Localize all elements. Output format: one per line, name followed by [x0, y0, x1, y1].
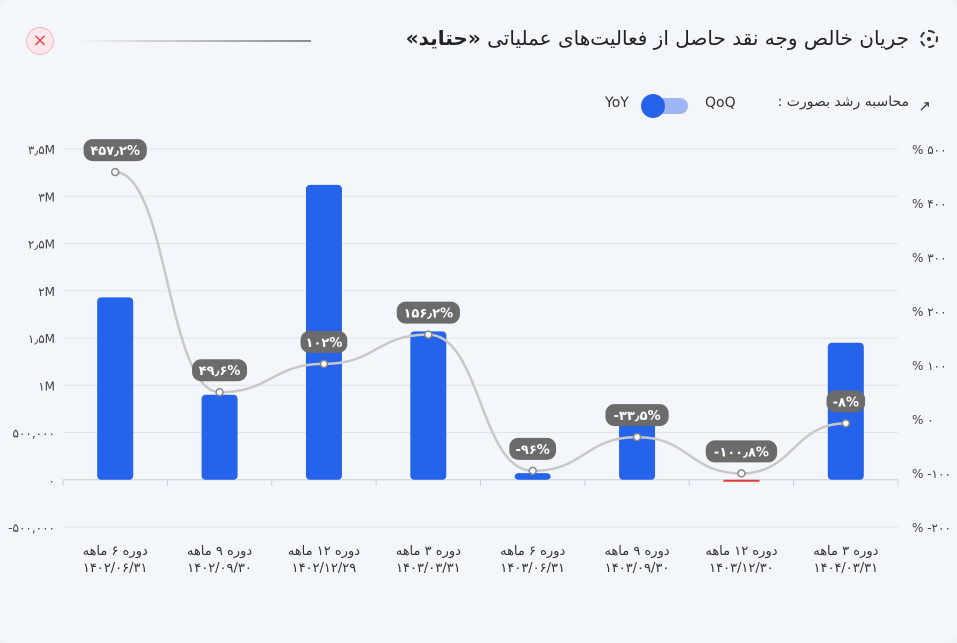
x-tick-date: ۱۴۰۲/۱۲/۲۹: [292, 561, 357, 576]
x-tick-label: دوره ۱۲ ماهه: [705, 544, 777, 559]
y2-tick-label: % ۳۰۰: [912, 251, 947, 265]
growth-label: -۸%: [833, 395, 859, 410]
bar: [410, 331, 447, 480]
x-tick-date: ۱۴۰۳/۰۶/۳۱: [500, 561, 565, 576]
title-symbol: «حتاید»: [405, 26, 481, 50]
growth-label: ۱۵۶٫۲%: [403, 307, 453, 322]
growth-label: -۳۳٫۵%: [614, 409, 661, 424]
growth-point: [632, 432, 642, 442]
x-tick-label: دوره ۹ ماهه: [187, 544, 252, 559]
chart-title: جریان خالص وجه نقد حاصل از فعالیت‌های عم…: [406, 26, 909, 50]
toggle-knob[interactable]: [641, 94, 665, 118]
y-tick-label: ۲٫۵M: [28, 238, 55, 252]
title-text: جریان خالص وجه نقد حاصل از فعالیت‌های عم…: [480, 26, 909, 50]
x-tick-label: دوره ۶ ماهه: [83, 544, 148, 559]
y2-tick-label: % -۱۰۰: [912, 467, 951, 481]
y2-tick-label: % ۴۰۰: [912, 197, 947, 211]
bar: [97, 297, 134, 480]
x-tick-date: ۱۴۰۲/۰۹/۳۰: [187, 561, 252, 576]
growth-label: ۴۵۷٫۲%: [90, 144, 140, 159]
y-tick-label: ۰: [49, 474, 55, 488]
x-tick-date: ۱۴۰۲/۰۶/۳۱: [83, 561, 148, 576]
y2-tick-label: % ۵۰۰: [912, 143, 947, 157]
growth-label-bg: [83, 139, 147, 162]
bar: [619, 423, 656, 480]
growth-label-bg: [509, 437, 557, 460]
growth-label-bg: [826, 390, 866, 413]
growth-label: ۴۹٫۶%: [199, 364, 241, 379]
y-tick-label: ۳٫۵M: [28, 143, 55, 157]
y-tick-label: ۱٫۵M: [28, 332, 55, 346]
x-tick-date: ۱۴۰۳/۰۹/۳۰: [605, 561, 670, 576]
growth-point: [424, 330, 433, 339]
bar: [201, 394, 238, 480]
qoq-option[interactable]: QoQ: [705, 95, 736, 111]
x-tick-date: ۱۴۰۳/۰۳/۳۱: [396, 561, 461, 576]
target-icon: [920, 30, 938, 48]
x-tick-date: ۱۴۰۳/۱۲/۳۰: [709, 561, 774, 576]
growth-label: -۱۰۰٫۸%: [714, 445, 769, 460]
growth-label: ۱۰۲%: [306, 336, 343, 351]
growth-point: [737, 469, 746, 478]
growth-point: [528, 466, 537, 476]
close-button[interactable]: ×: [26, 27, 54, 55]
y-tick-label: -۵۰۰,۰۰۰: [8, 521, 55, 535]
bar-negative: [723, 479, 760, 482]
x-tick-label: دوره ۶ ماهه: [500, 544, 565, 559]
x-tick-label: دوره ۱۲ ماهه: [288, 544, 360, 559]
growth-point: [841, 419, 851, 428]
y2-tick-label: % -۲۰۰: [912, 521, 951, 535]
x-tick-date: ۱۴۰۴/۰۳/۳۱: [814, 561, 879, 576]
y2-tick-label: % ۰: [912, 413, 934, 427]
growth-line: [115, 170, 846, 475]
growth-point: [110, 167, 120, 177]
x-tick-label: دوره ۳ ماهه: [813, 544, 878, 559]
x-tick-label: دوره ۳ ماهه: [396, 544, 461, 559]
growth-mode-toggle[interactable]: [641, 94, 688, 118]
growth-label-bg: [300, 330, 348, 353]
growth-label-bg: [605, 404, 669, 427]
growth-point: [319, 359, 329, 369]
y-tick-label: ۱M: [38, 379, 55, 393]
bar: [514, 473, 551, 480]
growth-label-bg: [705, 440, 778, 463]
y-tick-label: ۲M: [38, 285, 55, 299]
y-tick-label: ۵۰۰,۰۰۰: [13, 427, 56, 441]
growth-label-bg: [396, 301, 460, 324]
y-tick-label: ۳M: [38, 190, 55, 204]
x-tick-label: دوره ۹ ماهه: [604, 544, 669, 559]
title-divider: [76, 40, 311, 42]
yoy-option[interactable]: YoY: [605, 95, 629, 111]
y2-tick-label: % ۱۰۰: [912, 359, 947, 373]
growth-mode-label: محاسبه رشد بصورت :: [777, 94, 909, 110]
trend-icon: ↗: [918, 97, 931, 115]
y2-tick-label: % ۲۰۰: [912, 305, 947, 319]
growth-point: [215, 387, 224, 397]
growth-label: -۹۶%: [516, 443, 550, 458]
growth-label-bg: [192, 359, 248, 382]
